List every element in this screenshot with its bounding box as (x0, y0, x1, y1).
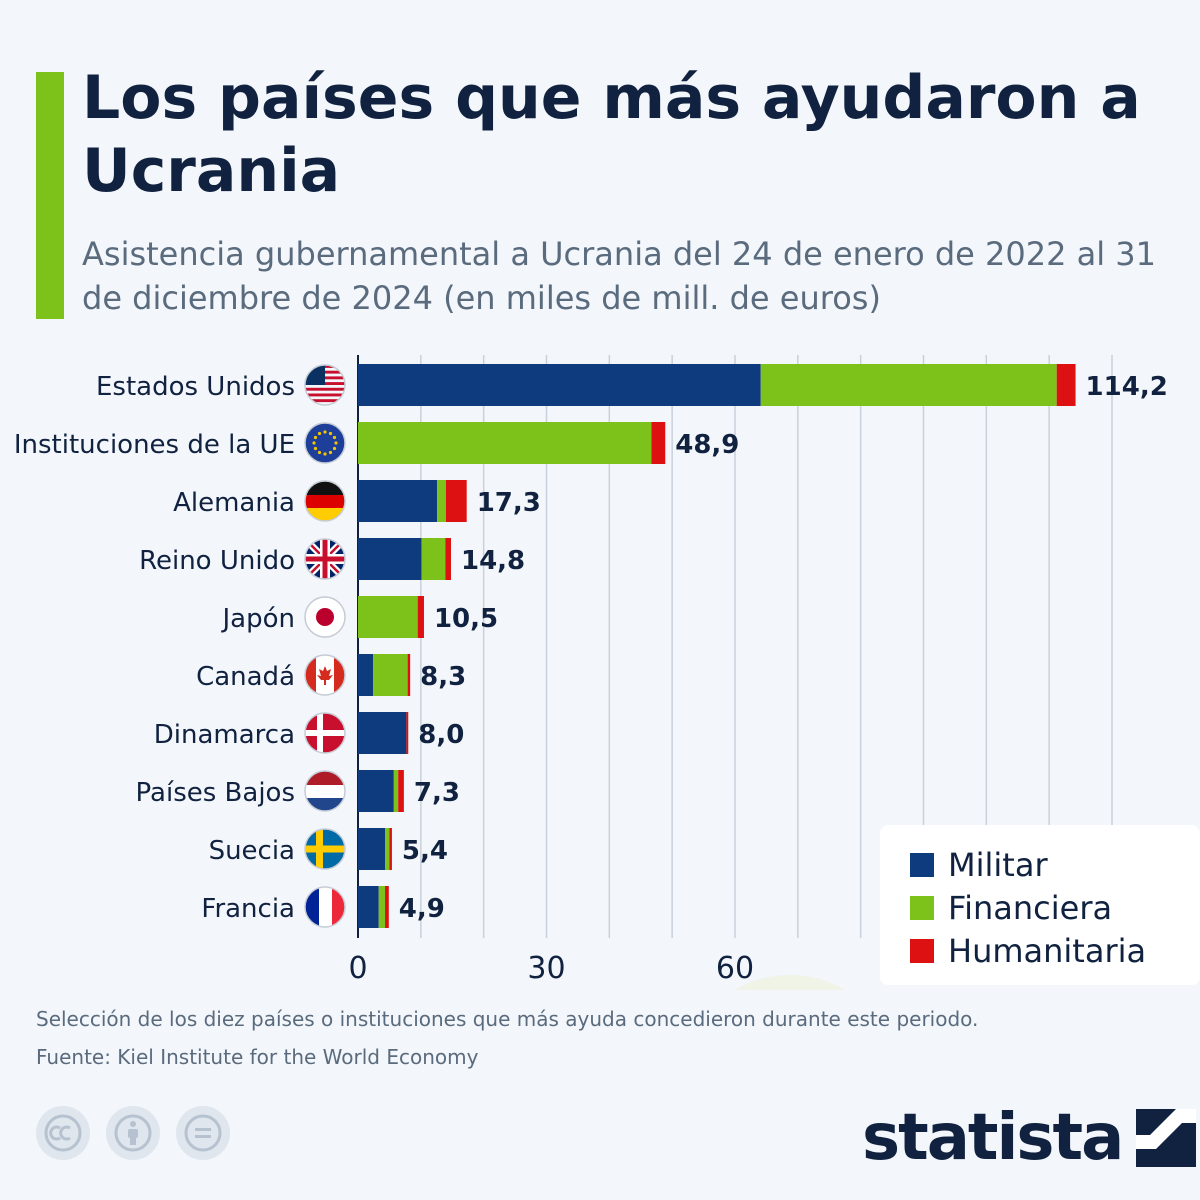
statista-mark-icon (1136, 1109, 1197, 1167)
category-label: Suecia (209, 836, 295, 866)
bar-segment-humanitaria (389, 828, 392, 870)
bar-segment-financiera (385, 828, 390, 870)
legend-swatch (910, 939, 934, 963)
legend-swatch (910, 853, 934, 877)
bar-segment-humanitaria (417, 596, 424, 638)
bar-segment-financiera (421, 538, 446, 580)
nl-flag-icon (304, 770, 346, 812)
bar-segment-financiera (760, 364, 1057, 406)
attribution-icon[interactable] (106, 1106, 160, 1160)
bar-segment-humanitaria (1056, 364, 1076, 406)
total-value-label: 5,4 (402, 836, 448, 866)
chart-subtitle: Asistencia gubernamental a Ucrania del 2… (82, 235, 1157, 317)
bar-segment-humanitaria (385, 886, 389, 928)
jp-flag-icon (304, 596, 346, 638)
total-value-label: 114,2 (1086, 372, 1168, 402)
total-value-label: 48,9 (675, 430, 739, 460)
bar-segment-financiera (358, 596, 418, 638)
selection-note: Selección de los diez países o instituci… (36, 1007, 979, 1031)
bar-segment-humanitaria (407, 654, 411, 696)
bar-segment-financiera (373, 654, 408, 696)
se-flag-icon (304, 828, 346, 870)
legend-label: Militar (948, 846, 1048, 884)
no-derivatives-icon[interactable] (176, 1106, 230, 1160)
category-label: Instituciones de la UE (14, 430, 295, 460)
chart-title: Los países que más ayudaron a Ucrania (82, 63, 1141, 206)
bar-segment-militar (358, 886, 379, 928)
bar-segment-militar (358, 538, 422, 580)
bar-segment-humanitaria (406, 712, 409, 754)
statista-logo[interactable]: statista (862, 1098, 1197, 1178)
bar-segment-militar (358, 828, 386, 870)
x-tick-label: 30 (527, 951, 565, 986)
creative-commons-icon[interactable] (36, 1106, 90, 1160)
category-label: Francia (201, 894, 295, 924)
ca-flag-icon (304, 654, 346, 696)
gb-flag-icon (304, 538, 346, 580)
category-label: Alemania (173, 488, 295, 518)
money-illustration (734, 975, 846, 990)
bar-segment-militar (358, 480, 438, 522)
bar-segment-militar (358, 364, 761, 406)
dk-flag-icon (304, 712, 346, 754)
category-label: Canadá (196, 662, 295, 692)
bar-segment-humanitaria (445, 480, 467, 522)
de-flag-icon (304, 480, 346, 522)
fr-flag-icon (304, 886, 346, 928)
category-label: Estados Unidos (96, 372, 295, 402)
bar-segment-humanitaria (398, 770, 404, 812)
category-label: Reino Unido (139, 546, 295, 576)
eu-flag-icon (304, 422, 346, 464)
bar-segment-financiera (358, 422, 652, 464)
bar-segment-financiera (437, 480, 446, 522)
bar-segment-militar (358, 654, 374, 696)
source-note: Fuente: Kiel Institute for the World Eco… (36, 1045, 479, 1069)
brand-name: statista (862, 1101, 1124, 1175)
total-value-label: 10,5 (434, 604, 498, 634)
us-flag-icon (304, 364, 346, 406)
bar-segment-financiera (378, 886, 386, 928)
total-value-label: 7,3 (414, 778, 460, 808)
category-label: Dinamarca (154, 720, 295, 750)
bar-segment-humanitaria (445, 538, 451, 580)
license-icons (36, 1106, 230, 1160)
bar-segment-militar (358, 712, 407, 754)
stacked-bar-chart: 0306090120 Estados Unidos114,2Institucio… (14, 355, 1200, 990)
x-tick-label: 60 (716, 951, 754, 986)
total-value-label: 8,0 (418, 720, 464, 750)
chart-legend: Militar Financiera Humanitaria (880, 825, 1200, 985)
legend-label: Humanitaria (948, 932, 1146, 970)
footnotes: Selección de los diez países o instituci… (36, 1000, 978, 1076)
total-value-label: 17,3 (477, 488, 541, 518)
x-tick-label: 0 (348, 951, 367, 986)
legend-label: Financiera (948, 889, 1112, 927)
bar-segment-militar (358, 770, 394, 812)
legend-swatch (910, 896, 934, 920)
bar-segment-financiera (393, 770, 399, 812)
total-value-label: 4,9 (399, 894, 445, 924)
title-accent-bar (36, 72, 64, 319)
category-label: Japón (221, 604, 296, 634)
total-value-label: 8,3 (420, 662, 466, 692)
total-value-label: 14,8 (461, 546, 525, 576)
category-label: Países Bajos (136, 778, 295, 808)
bar-segment-humanitaria (651, 422, 666, 464)
